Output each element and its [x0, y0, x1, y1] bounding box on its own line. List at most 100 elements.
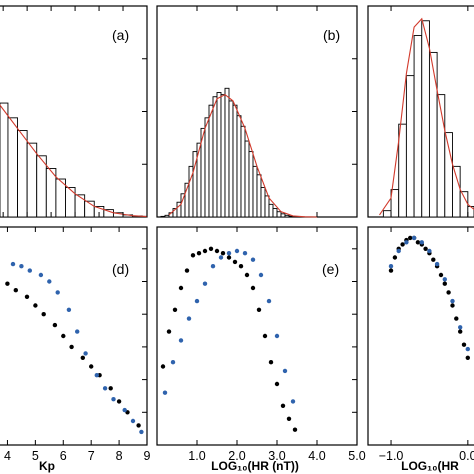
- panel-a-label: (a): [112, 27, 129, 43]
- panel-e-point: [250, 285, 256, 291]
- panel-b-bar: [264, 195, 270, 218]
- panel-f-point: [419, 240, 424, 245]
- panel-c-fit-curve: [379, 17, 474, 216]
- panel-e-xtick-label: 4.0: [308, 449, 325, 463]
- panel-d-xtick-label: 5: [32, 449, 39, 463]
- panel-b-label: (b): [323, 27, 340, 43]
- panel-e-point: [170, 360, 176, 365]
- panel-b-bar: [252, 165, 258, 218]
- panel-b-bar: [280, 213, 286, 218]
- panel-d-point: [24, 294, 30, 299]
- panel-d-point: [27, 268, 32, 273]
- panel-e-point: [250, 257, 256, 262]
- panel-f-xlabel: LOG₁₀(HR: [401, 459, 459, 473]
- panel-e-xtick-label: 3.0: [268, 449, 285, 463]
- panel-b-bar: [204, 117, 210, 218]
- panel-e-point: [220, 251, 226, 256]
- panel-a-bar: [0, 102, 9, 218]
- panel-b-bar: [288, 215, 294, 218]
- panel-e-point: [274, 333, 280, 339]
- panel-f-point: [400, 242, 405, 247]
- panel-d-point: [33, 303, 38, 308]
- panel-a-bar: [36, 155, 47, 218]
- panel-d-point: [94, 373, 100, 378]
- panel-b-bar: [228, 100, 234, 218]
- panel-f-point: [461, 342, 467, 347]
- panel-b-bar: [260, 187, 266, 218]
- panel-d-point: [116, 399, 122, 404]
- panel-c-bar: [390, 189, 400, 218]
- panel-d-label: (d): [112, 261, 129, 277]
- panel-e-point: [166, 329, 172, 334]
- panel-d-xlabel: Kp: [39, 459, 55, 473]
- panel-e-point: [232, 259, 238, 265]
- panel-e-point: [226, 251, 232, 256]
- panel-f-frame: [367, 226, 474, 446]
- panel-d-point: [61, 333, 66, 339]
- panel-d-point: [108, 386, 113, 391]
- panel-e-point: [258, 272, 264, 278]
- panel-d-point: [89, 364, 94, 369]
- panel-f-point: [404, 240, 409, 245]
- panel-a-bar: [7, 117, 18, 218]
- panel-c-bar: [421, 20, 430, 218]
- panel-f-point: [396, 248, 401, 254]
- panel-b-bar: [256, 174, 262, 218]
- panel-d-xtick-label: 8: [116, 449, 123, 463]
- panel-f-point: [423, 246, 428, 251]
- panel-d-xtick-label: 9: [144, 449, 151, 463]
- panel-e-point: [242, 251, 248, 256]
- panel-d-xtick-label: 7: [88, 449, 95, 463]
- panel-d-point: [13, 288, 18, 293]
- panel-b-bar: [216, 92, 222, 218]
- panel-d-point: [19, 264, 24, 269]
- panel-e-point: [184, 268, 190, 273]
- panel-a-bar: [74, 194, 86, 218]
- panel-f-xtick-label: −1.0: [379, 449, 404, 463]
- panel-d-point: [47, 279, 52, 284]
- panel-d-point: [10, 261, 16, 267]
- panel-d-point: [130, 418, 136, 424]
- panel-f-point: [411, 235, 417, 241]
- panel-e-point: [280, 403, 286, 408]
- panel-b-bar: [276, 211, 282, 218]
- panel-e-xtick-label: 2.0: [228, 449, 245, 463]
- panel-e-point: [234, 248, 240, 254]
- panel-e-point: [194, 298, 200, 304]
- panel-b-bar: [164, 214, 170, 218]
- panel-d-frame: [0, 226, 148, 446]
- panel-f-point: [458, 325, 463, 330]
- panel-e-point: [202, 281, 208, 286]
- panel-e-frame: [156, 226, 358, 446]
- panel-d-point: [69, 344, 74, 350]
- panel-f-point: [434, 261, 440, 267]
- panel-d-point: [52, 322, 58, 328]
- panel-e-point: [178, 338, 184, 343]
- panel-b-bar: [240, 125, 246, 218]
- panel-d-point: [5, 281, 10, 286]
- panel-f-point: [442, 281, 447, 286]
- panel-f-point: [392, 255, 398, 260]
- panel-b-bar: [284, 214, 290, 218]
- panel-e-point: [286, 416, 292, 421]
- panel-e-point: [282, 368, 288, 374]
- panel-e-point: [210, 264, 216, 269]
- panel-d-point: [122, 407, 127, 413]
- panel-c-bar: [459, 191, 469, 218]
- panel-f-point: [450, 298, 455, 304]
- panel-e-point: [178, 285, 184, 291]
- panel-e-point: [172, 307, 178, 312]
- panel-d-point: [41, 312, 46, 317]
- panel-e-xlabel: LOG₁₀(HR (nT)): [211, 459, 299, 473]
- panel-d-xtick-label: 6: [60, 449, 67, 463]
- panel-b-bar: [232, 104, 238, 218]
- panel-b-bar: [180, 193, 186, 218]
- panel-e-point: [162, 390, 168, 395]
- panel-e-point: [196, 251, 202, 256]
- panel-e-point: [202, 248, 208, 254]
- panel-a-bar: [26, 142, 38, 218]
- panel-f-point: [431, 257, 436, 262]
- panel-b-bar: [220, 94, 226, 218]
- panel-e-point: [266, 298, 272, 304]
- panel-b-bar: [212, 96, 218, 218]
